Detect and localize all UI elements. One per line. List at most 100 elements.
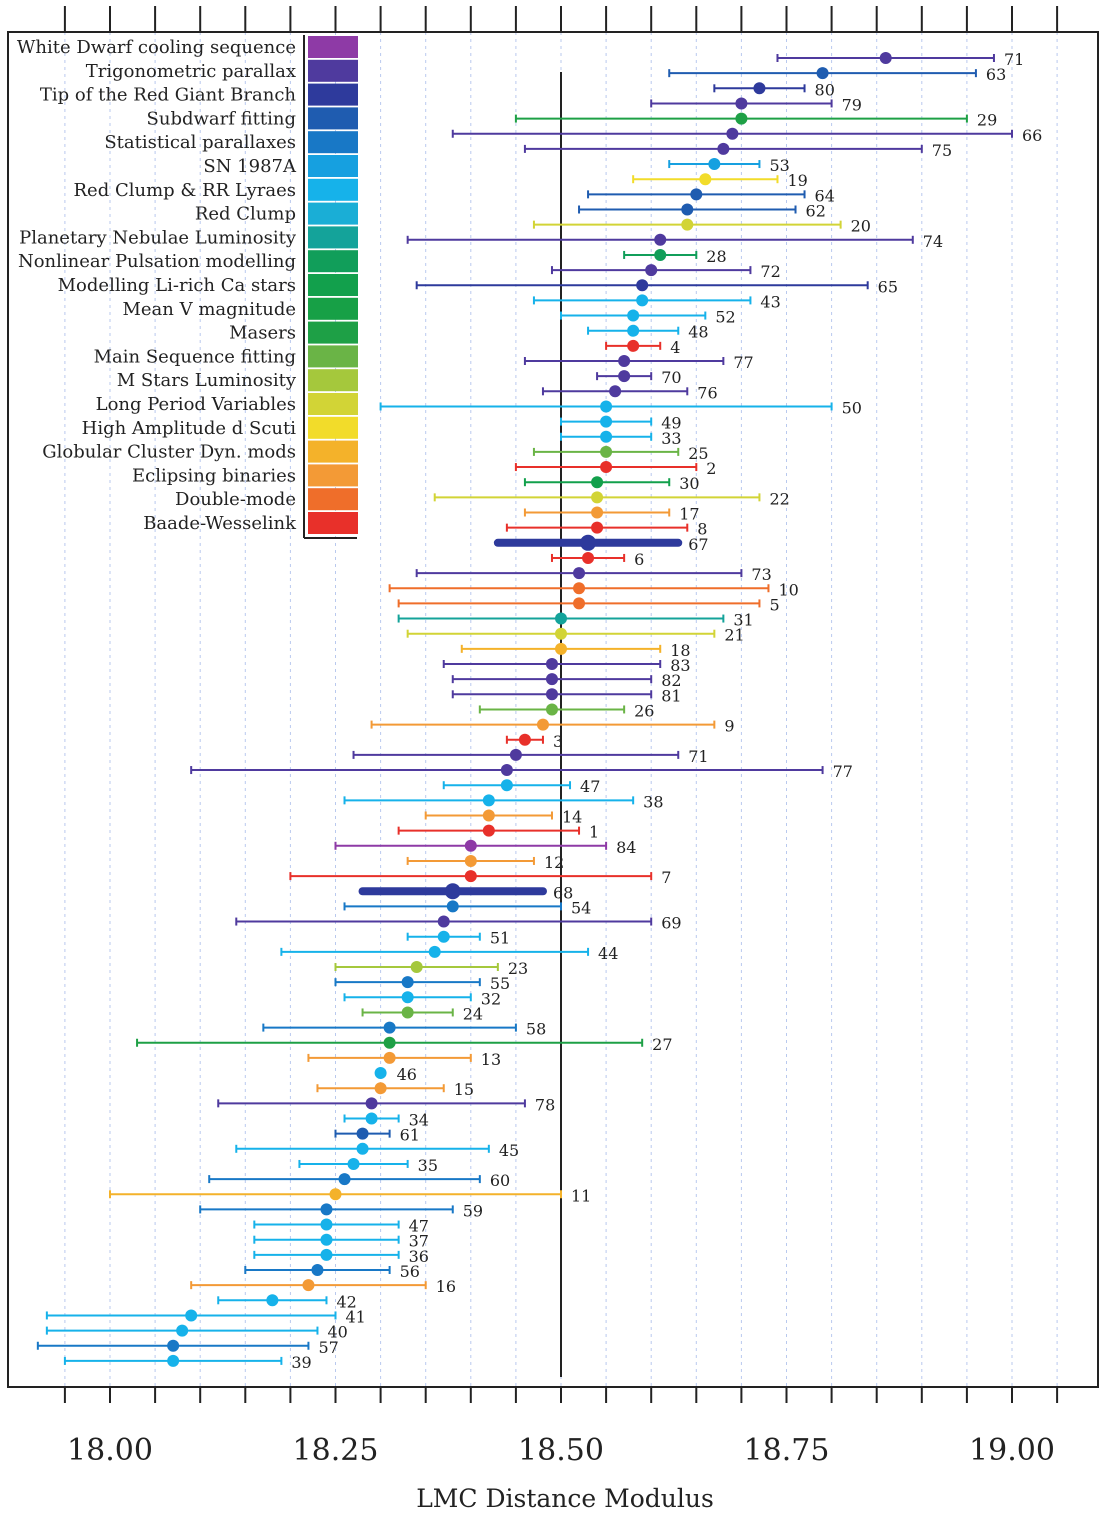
point-label: 60 xyxy=(490,1171,510,1190)
data-point: 6 xyxy=(550,550,644,569)
legend-swatch xyxy=(308,59,358,82)
point-label: 21 xyxy=(724,626,744,645)
data-point: 44 xyxy=(280,944,618,963)
legend-swatch xyxy=(308,369,358,392)
legend-item: Long Period Variables xyxy=(96,393,358,415)
point-label: 75 xyxy=(932,141,952,160)
point-label: 76 xyxy=(697,383,717,402)
data-point: 79 xyxy=(650,95,862,114)
data-point: 45 xyxy=(235,1141,519,1160)
point-marker xyxy=(690,188,703,201)
point-marker xyxy=(627,309,640,322)
point-marker xyxy=(627,339,640,352)
point-marker xyxy=(591,476,604,489)
point-marker xyxy=(708,158,721,171)
point-marker xyxy=(500,764,513,777)
point-marker xyxy=(347,1157,360,1170)
data-point: 9 xyxy=(370,717,735,736)
point-marker xyxy=(383,1036,396,1049)
point-label: 9 xyxy=(724,717,734,736)
point-label: 15 xyxy=(454,1080,474,1099)
point-label: 37 xyxy=(409,1232,429,1251)
point-marker xyxy=(374,1067,387,1080)
point-label: 81 xyxy=(661,686,681,705)
point-label: 50 xyxy=(842,398,862,417)
legend-label: Red Clump xyxy=(195,204,296,225)
point-marker xyxy=(365,1097,378,1110)
data-point: 7 xyxy=(289,868,671,887)
point-marker xyxy=(482,809,495,822)
x-tick-label: 18.50 xyxy=(518,1433,604,1468)
data-point: 74 xyxy=(406,232,943,251)
point-label: 26 xyxy=(634,701,654,720)
legend-item: Eclipsing binaries xyxy=(132,464,358,487)
point-label: 63 xyxy=(986,65,1006,84)
point-marker xyxy=(500,779,513,792)
point-marker xyxy=(383,1021,396,1034)
point-marker xyxy=(266,1294,279,1307)
point-label: 44 xyxy=(598,944,618,963)
legend-item: Baade-Wesselink xyxy=(143,512,358,534)
data-point: 19 xyxy=(632,171,808,190)
point-marker xyxy=(302,1279,315,1292)
point-label: 1 xyxy=(589,823,599,842)
point-label: 43 xyxy=(760,292,780,311)
data-point: 17 xyxy=(523,505,700,524)
plot-frame xyxy=(7,31,1099,1388)
point-label: 62 xyxy=(806,202,826,221)
point-label: 69 xyxy=(661,914,681,933)
legend-label: SN 1987A xyxy=(203,156,297,177)
point-marker xyxy=(320,1233,333,1246)
point-label: 11 xyxy=(571,1186,591,1205)
point-label: 77 xyxy=(733,353,753,372)
point-marker xyxy=(365,1112,378,1125)
point-label: 64 xyxy=(815,186,835,205)
point-label: 39 xyxy=(291,1353,311,1372)
point-marker xyxy=(320,1218,333,1231)
point-label: 35 xyxy=(418,1156,438,1175)
point-marker xyxy=(446,900,459,913)
legend-label: Eclipsing binaries xyxy=(132,465,296,486)
data-point: 10 xyxy=(388,580,799,599)
point-label: 71 xyxy=(688,747,708,766)
point-label: 47 xyxy=(580,777,600,796)
point-label: 67 xyxy=(688,535,708,554)
point-label: 82 xyxy=(661,671,681,690)
data-point: 24 xyxy=(361,1004,483,1023)
point-label: 48 xyxy=(688,323,708,342)
legend-item: SN 1987A xyxy=(203,155,358,177)
legend-item: Subdwarf fitting xyxy=(147,107,358,130)
legend-label: Baade-Wesselink xyxy=(143,513,297,534)
data-point: 22 xyxy=(433,489,790,508)
data-point: 54 xyxy=(343,898,591,917)
legend-swatch xyxy=(308,178,358,201)
point-marker xyxy=(699,173,712,186)
point-marker xyxy=(600,445,613,458)
point-marker xyxy=(600,430,613,443)
data-point: 4 xyxy=(605,338,680,357)
data-point: 32 xyxy=(343,989,501,1008)
data-point: 38 xyxy=(343,792,664,811)
legend-item: Nonlinear Pulsation modelling xyxy=(18,250,358,273)
point-label: 74 xyxy=(923,232,943,251)
legend-swatch xyxy=(308,464,358,487)
point-label: 59 xyxy=(463,1201,483,1220)
point-marker xyxy=(464,870,477,883)
data-point: 47 xyxy=(253,1217,429,1236)
point-marker xyxy=(573,567,586,580)
data-point: 71 xyxy=(352,747,709,766)
data-point: 3 xyxy=(505,732,563,751)
data-points: 7163807929667553196462207428726543524847… xyxy=(36,50,1042,1372)
point-label: 71 xyxy=(1004,50,1024,69)
point-label: 68 xyxy=(553,883,573,902)
point-marker xyxy=(735,112,748,125)
point-label: 18 xyxy=(670,641,690,660)
legend-label: White Dwarf cooling sequence xyxy=(17,37,296,58)
data-point: 77 xyxy=(190,762,853,781)
point-label: 3 xyxy=(553,732,563,751)
point-label: 56 xyxy=(400,1262,420,1281)
point-marker xyxy=(645,264,658,277)
point-marker xyxy=(536,718,549,731)
legend-swatch xyxy=(308,393,358,415)
legend-label: Nonlinear Pulsation modelling xyxy=(18,251,296,272)
